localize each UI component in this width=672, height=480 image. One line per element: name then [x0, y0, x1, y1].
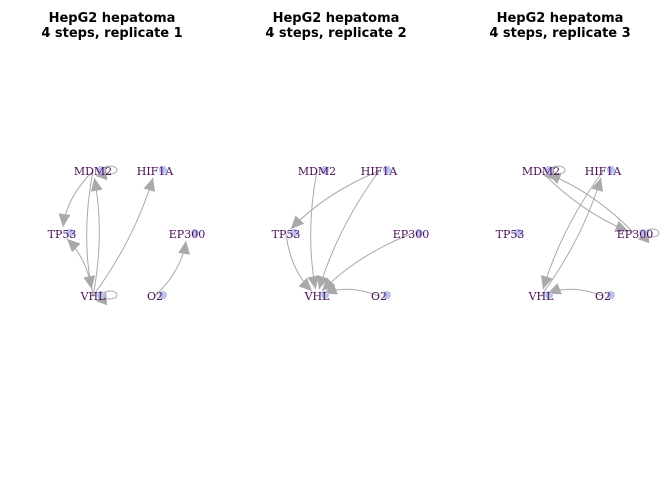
- node-o2-label: O2: [147, 290, 163, 303]
- panel-title-line1: HepG2 hepatoma: [496, 11, 624, 26]
- node-vhl-marker: [321, 291, 329, 299]
- edge-hif1a-to-vhl: [542, 170, 604, 290]
- edge-hif1a-to-tp53-arrowhead: [290, 215, 305, 229]
- node-vhl-label: VHL: [304, 290, 331, 303]
- network-panel-1: HepG2 hepatoma 4 steps, replicate 1 MDM2…: [0, 0, 224, 480]
- node-o2-label: O2: [595, 290, 611, 303]
- panel-title-line2: 4 steps, replicate 2: [265, 26, 407, 41]
- edge-vhl-to-mdm2-arrowhead: [90, 177, 103, 192]
- edge-o2-to-ep300-arrowhead: [178, 240, 191, 255]
- edge-tp53-to-vhl-arrowhead: [298, 277, 312, 292]
- edge-vhl-to-hif1a: [92, 177, 154, 297]
- edge-vhl-to-hif1a: [540, 177, 602, 297]
- panel-title-line2: 4 steps, replicate 1: [41, 26, 183, 41]
- node-hif1a-marker: [383, 166, 391, 174]
- edge-o2-to-vhl-arrowhead: [323, 283, 338, 295]
- node-ep300-label: EP300: [393, 228, 429, 241]
- node-hif1a-label: HIF1A: [137, 165, 175, 178]
- panel-title-line1: HepG2 hepatoma: [48, 11, 176, 26]
- node-o2-marker: [383, 291, 391, 299]
- node-tp53-label: TP53: [272, 228, 301, 241]
- edge-hif1a-to-vhl-arrowhead: [316, 275, 329, 290]
- edge-mdm2-to-ep300-arrowhead: [614, 220, 629, 233]
- node-mdm2-label: MDM2: [522, 165, 560, 178]
- network-panel-3: HepG2 hepatoma 4 steps, replicate 3 MDM2…: [448, 0, 672, 480]
- edge-mdm2-to-vhl: [310, 170, 318, 290]
- network-graph: MDM2 HIF1A TP53 EP300 VHL O2: [48, 165, 205, 306]
- node-tp53-marker: [514, 229, 522, 237]
- node-vhl-marker: [545, 291, 553, 299]
- node-ep300-label: EP300: [169, 228, 205, 241]
- panel-title-line1: HepG2 hepatoma: [272, 11, 400, 26]
- edge-mdm2-to-vhl-arrowhead: [83, 275, 96, 290]
- node-o2-label: O2: [371, 290, 387, 303]
- node-ep300-label: EP300: [617, 228, 653, 241]
- edge-hif1a-to-vhl-arrowhead: [540, 275, 553, 290]
- edge-ep300-to-vhl-arrowhead: [321, 277, 336, 292]
- node-o2-marker: [607, 291, 615, 299]
- node-hif1a-marker: [607, 166, 615, 174]
- edge-mdm2-to-vhl-arrowhead: [307, 275, 320, 290]
- node-vhl-label: VHL: [528, 290, 555, 303]
- edge-vhl-to-hif1a-arrowhead: [143, 177, 156, 192]
- node-hif1a-marker: [159, 166, 167, 174]
- node-tp53-label: TP53: [48, 228, 77, 241]
- node-vhl-label: VHL: [80, 290, 107, 303]
- edge-vhl-to-hif1a-arrowhead: [591, 177, 604, 192]
- node-ep300-marker: [191, 229, 199, 237]
- edge-ep300-to-mdm2-arrowhead: [547, 172, 562, 185]
- node-tp53-marker: [290, 229, 298, 237]
- edge-vhl-to-tp53-arrowhead: [67, 238, 81, 253]
- network-graph: MDM2 HIF1A TP53 EP300 VHL O2: [272, 165, 430, 303]
- node-tp53-label: TP53: [496, 228, 525, 241]
- network-graph: MDM2 HIF1A TP53 EP300 VHL O2: [496, 165, 660, 303]
- node-ep300-marker: [415, 229, 423, 237]
- network-panel-2: HepG2 hepatoma 4 steps, replicate 2 MDM2…: [224, 0, 448, 480]
- node-mdm2-marker: [545, 166, 553, 174]
- node-o2-marker: [159, 291, 167, 299]
- node-mdm2-marker: [321, 166, 329, 174]
- node-tp53-marker: [66, 229, 74, 237]
- node-hif1a-label: HIF1A: [585, 165, 623, 178]
- edge-hif1a-to-vhl: [318, 170, 380, 290]
- node-mdm2-marker: [97, 166, 105, 174]
- edge-ep300-to-vhl: [321, 233, 412, 292]
- node-ep300-marker: [639, 229, 647, 237]
- node-mdm2-label: MDM2: [298, 165, 336, 178]
- edge-o2-to-vhl-arrowhead: [547, 283, 562, 295]
- edge-hif1a-to-tp53: [290, 170, 380, 230]
- node-mdm2-label: MDM2: [74, 165, 112, 178]
- node-vhl-marker: [97, 291, 105, 299]
- edge-mdm2-to-tp53-arrowhead: [58, 213, 71, 228]
- node-hif1a-label: HIF1A: [361, 165, 399, 178]
- panel-title-line2: 4 steps, replicate 3: [489, 26, 631, 41]
